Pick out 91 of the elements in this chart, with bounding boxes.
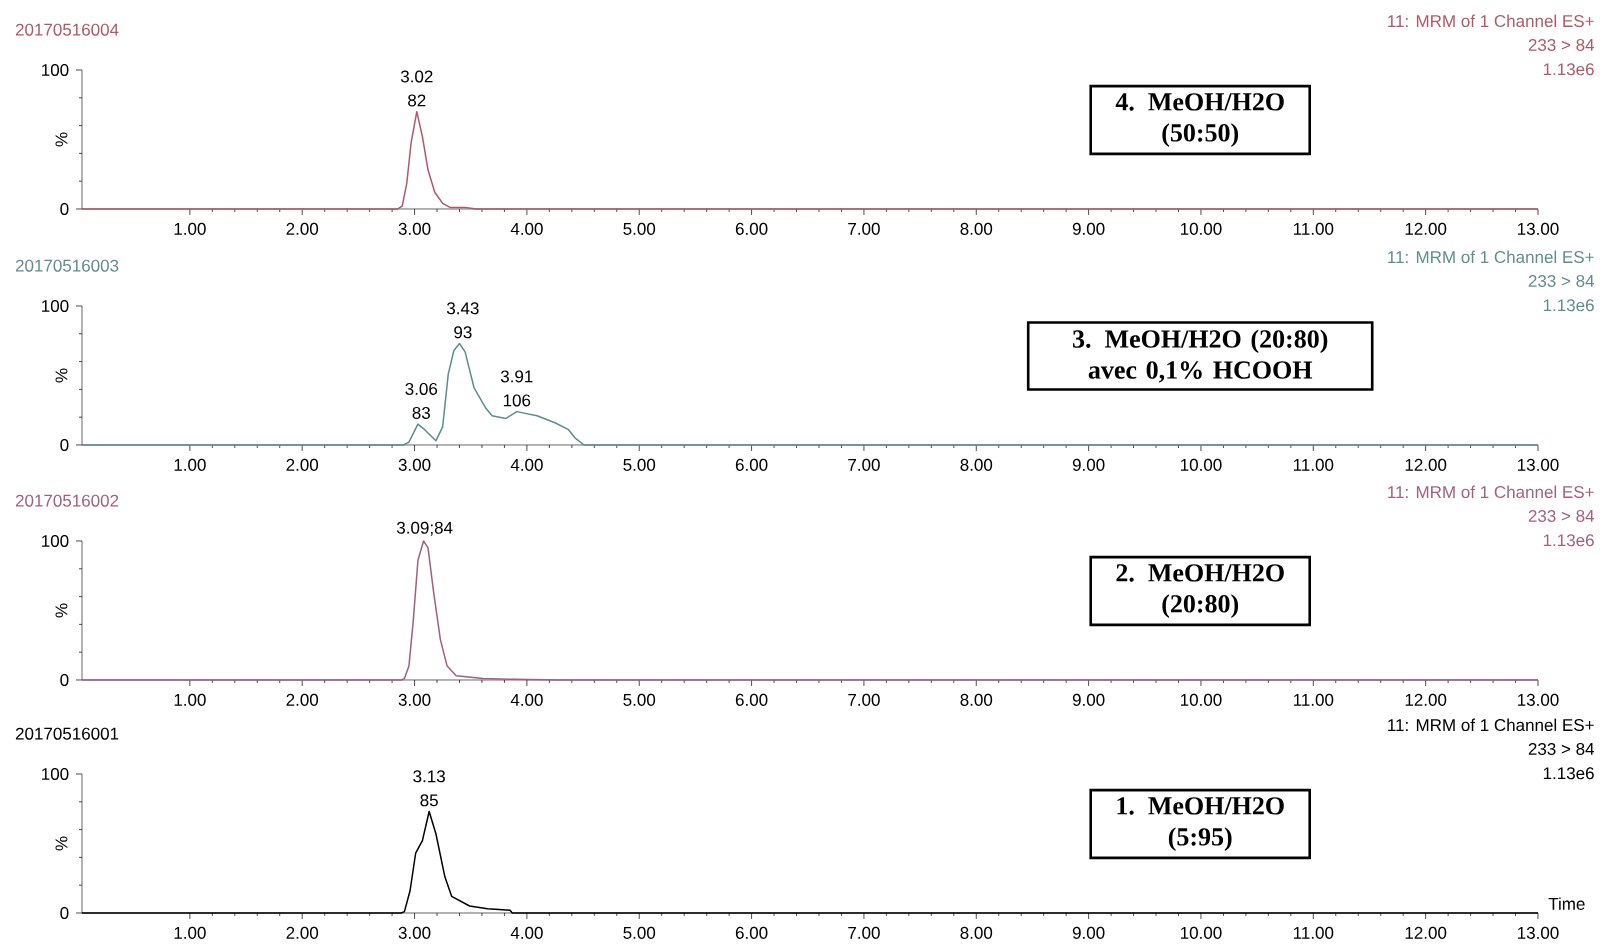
annotation: 3.91 106 xyxy=(500,370,533,407)
text: 233 > 84 xyxy=(1528,38,1595,51)
x-tick-label: 11.00 xyxy=(1293,926,1334,939)
x-tick-label: 4.00 xyxy=(510,458,543,471)
x-tick-label: 4.00 xyxy=(510,926,543,939)
x-axis-title: Time xyxy=(1548,897,1585,910)
x-tick-label: 8.00 xyxy=(960,693,993,706)
x-tick-label: 13.00 xyxy=(1518,222,1559,235)
x-tick-label: 1.00 xyxy=(174,458,206,471)
x-tick-label: 13.00 xyxy=(1518,693,1559,706)
y-axis-title: % xyxy=(55,836,68,851)
text: 233 > 84 xyxy=(1528,742,1595,755)
x-tick-label: 7.00 xyxy=(848,926,880,939)
x-tick-label: 13.00 xyxy=(1518,458,1559,471)
chart-title: 20170516003 xyxy=(15,259,119,272)
x-tick-label: 1.00 xyxy=(174,222,206,235)
annotation: 3.43 93 xyxy=(446,302,479,339)
y-tick-label: 100 xyxy=(42,534,69,548)
y-tick-label: 0 xyxy=(60,202,69,216)
annotation: 3.09;84 xyxy=(396,521,453,536)
text: 1.13e6 xyxy=(1543,767,1594,780)
annotation: 1. MeOH/H2O (5:95) xyxy=(1117,797,1284,851)
x-tick-label: 5.00 xyxy=(623,926,656,939)
y-tick-label: 100 xyxy=(42,299,69,313)
x-tick-label: 8.00 xyxy=(960,222,993,235)
x-tick-label: 1.00 xyxy=(174,693,206,706)
x-tick-label: 12.00 xyxy=(1405,458,1447,471)
chart-title: 20170516004 xyxy=(15,23,119,36)
x-tick-label: 11.00 xyxy=(1293,458,1334,471)
y-axis-title: % xyxy=(55,603,68,618)
annotation: 3.13 85 xyxy=(413,770,445,807)
x-tick-label: 12.00 xyxy=(1405,222,1447,235)
x-tick-label: 7.00 xyxy=(848,458,880,471)
x-tick-label: 2.00 xyxy=(286,926,319,939)
x-tick-label: 5.00 xyxy=(623,458,656,471)
x-tick-label: 6.00 xyxy=(735,693,768,706)
x-tick-label: 6.00 xyxy=(735,926,768,939)
x-tick-label: 9.00 xyxy=(1072,458,1105,471)
x-tick-label: 2.00 xyxy=(286,693,319,706)
text: 233 > 84 xyxy=(1528,509,1595,522)
y-tick-label: 100 xyxy=(42,767,69,781)
x-tick-label: 5.00 xyxy=(623,222,656,235)
text: 233 > 84 xyxy=(1528,274,1595,287)
chart-title: 20170516001 xyxy=(15,727,119,740)
x-tick-label: 5.00 xyxy=(623,693,656,706)
text: 11: MRM of 1 Channel ES+ xyxy=(1388,14,1594,28)
text: 11: MRM of 1 Channel ES+ xyxy=(1388,250,1594,264)
x-tick-label: 13.00 xyxy=(1518,926,1559,939)
x-tick-label: 11.00 xyxy=(1293,693,1334,706)
x-tick-label: 7.00 xyxy=(848,693,880,706)
annotation: 3. MeOH/H2O (20:80) avec 0,1% HCOOH xyxy=(1073,329,1328,383)
x-tick-label: 2.00 xyxy=(286,222,319,235)
x-tick-label: 12.00 xyxy=(1405,926,1447,939)
x-tick-label: 3.00 xyxy=(398,458,431,471)
x-tick-label: 9.00 xyxy=(1072,222,1105,235)
x-tick-label: 10.00 xyxy=(1180,693,1222,706)
x-tick-label: 6.00 xyxy=(735,458,768,471)
y-axis-title: % xyxy=(55,132,68,147)
x-tick-label: 9.00 xyxy=(1072,926,1105,939)
x-tick-label: 12.00 xyxy=(1405,693,1447,706)
x-tick-label: 8.00 xyxy=(960,926,993,939)
annotation: 3.06 83 xyxy=(405,382,438,419)
text: 1.13e6 xyxy=(1543,63,1594,76)
y-tick-label: 0 xyxy=(60,673,69,687)
x-tick-label: 9.00 xyxy=(1072,693,1105,706)
x-tick-label: 4.00 xyxy=(510,222,543,235)
y-axis-title: % xyxy=(55,368,68,383)
x-tick-label: 3.00 xyxy=(398,693,431,706)
text: 1.13e6 xyxy=(1543,534,1594,547)
annotation: 4. MeOH/H2O (50:50) xyxy=(1115,93,1284,147)
x-tick-label: 6.00 xyxy=(735,222,768,235)
x-tick-label: 10.00 xyxy=(1180,458,1222,471)
x-tick-label: 3.00 xyxy=(398,926,431,939)
x-tick-label: 2.00 xyxy=(286,458,319,471)
x-tick-label: 8.00 xyxy=(960,458,993,471)
text: 11: MRM of 1 Channel ES+ xyxy=(1388,485,1594,499)
x-tick-label: 11.00 xyxy=(1293,222,1334,235)
text: 1.13e6 xyxy=(1543,299,1594,312)
chart-title: 20170516002 xyxy=(15,494,119,507)
y-tick-label: 0 xyxy=(60,438,69,452)
x-tick-label: 10.00 xyxy=(1180,926,1222,939)
text: 11: MRM of 1 Channel ES+ xyxy=(1388,718,1594,732)
y-tick-label: 0 xyxy=(60,906,69,920)
y-tick-label: 100 xyxy=(42,63,69,77)
x-tick-label: 3.00 xyxy=(398,222,431,235)
annotation: 3.02 82 xyxy=(400,70,433,107)
x-tick-label: 7.00 xyxy=(848,222,880,235)
annotation: 2. MeOH/H2O (20:80) xyxy=(1116,564,1284,618)
x-tick-label: 10.00 xyxy=(1180,222,1222,235)
x-tick-label: 1.00 xyxy=(174,926,206,939)
x-tick-label: 4.00 xyxy=(510,693,543,706)
